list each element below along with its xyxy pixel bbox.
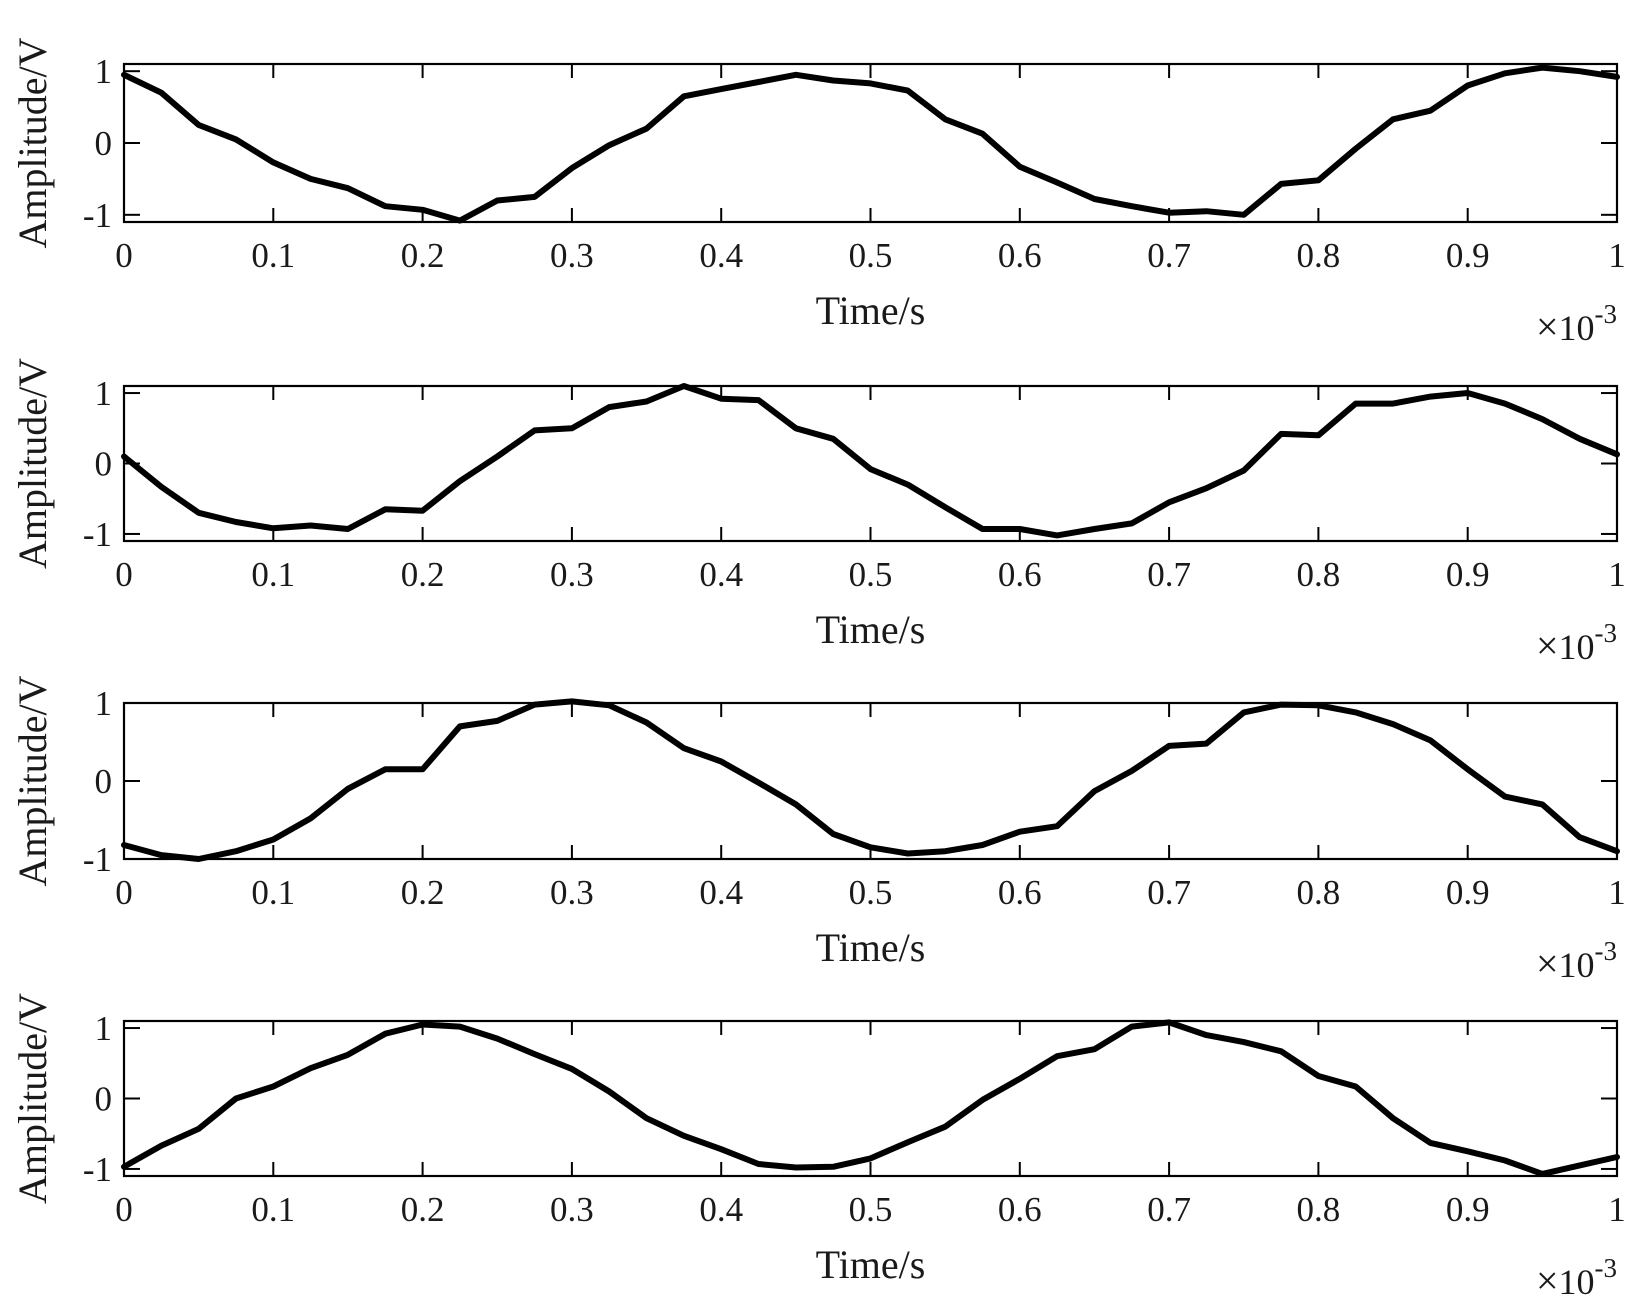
x-tick-label: 0: [115, 873, 133, 912]
x-tick-label: 0.1: [251, 236, 295, 275]
x-tick-label: 0.9: [1446, 873, 1490, 912]
x-tick-label: 0.3: [550, 236, 594, 275]
y-tick-label: -1: [83, 196, 112, 235]
x-tick-label: 0.2: [401, 1190, 445, 1229]
x-tick-label: 0.2: [401, 555, 445, 594]
x-tick-label: 0.5: [849, 555, 893, 594]
y-tick-label: 1: [95, 374, 113, 413]
x-tick-label: 0.5: [849, 236, 893, 275]
y-tick-label: -1: [83, 1150, 112, 1189]
x-axis-label: Time/s: [816, 925, 926, 970]
x-tick-label: 0.5: [849, 873, 893, 912]
x-tick-label: 0: [115, 236, 133, 275]
exponent-power: -3: [1595, 618, 1618, 648]
series-line: [121, 1019, 1620, 1177]
y-axis-label: Amplitude/V: [10, 675, 55, 886]
y-tick-label: 0: [95, 1080, 113, 1119]
x-tick-label: 0.3: [550, 873, 594, 912]
x-tick-label: 0.4: [699, 555, 743, 594]
x-tick-label: 0.4: [699, 1190, 743, 1229]
exponent-times: ×: [1536, 1258, 1559, 1303]
x-tick-label: 0.5: [849, 1190, 893, 1229]
x-tick-label: 0.7: [1147, 1190, 1191, 1229]
x-tick-label: 0.8: [1297, 1190, 1341, 1229]
x-exponent-label: ×10-3: [1536, 299, 1617, 349]
x-axis-label: Time/s: [816, 607, 926, 652]
x-tick-label: 1: [1608, 1190, 1626, 1229]
x-tick-label: 0.3: [550, 1190, 594, 1229]
x-exponent-label: ×10-3: [1536, 1253, 1617, 1303]
y-tick-label: 0: [95, 445, 113, 484]
exponent-base: 10: [1559, 308, 1595, 348]
exponent-times: ×: [1536, 623, 1559, 668]
x-exponent-label: ×10-3: [1536, 936, 1617, 986]
panel-2: 0 0.1 0.2 0.3 0.4 0.5 0.6 0.7 0.8 0.9 1-101Time/sA…: [10, 358, 1626, 668]
exponent-base: 10: [1559, 945, 1595, 985]
exponent-power: -3: [1595, 1253, 1618, 1283]
x-tick-label: 1: [1608, 555, 1626, 594]
y-axis-label: Amplitude/V: [10, 358, 55, 569]
y-tick-label: 1: [95, 684, 113, 723]
x-tick-label: 0.4: [699, 873, 743, 912]
panel-4: 0 0.1 0.2 0.3 0.4 0.5 0.6 0.7 0.8 0.9 1-101Time/sA…: [10, 993, 1626, 1303]
x-tick-label: 0.8: [1297, 236, 1341, 275]
x-tick-label: 0.6: [998, 236, 1042, 275]
x-tick-label: 1: [1608, 873, 1626, 912]
x-tick-label: 0.1: [251, 555, 295, 594]
x-tick-label: 0: [115, 555, 133, 594]
x-tick-label: 0.1: [251, 873, 295, 912]
x-axis-label: Time/s: [816, 288, 926, 333]
y-tick-label: 1: [95, 52, 113, 91]
exponent-base: 10: [1559, 1262, 1595, 1302]
y-tick-label: 0: [95, 762, 113, 801]
y-tick-label: 0: [95, 124, 113, 163]
exponent-power: -3: [1595, 936, 1618, 966]
exponent-power: -3: [1595, 299, 1618, 329]
x-tick-label: 0.1: [251, 1190, 295, 1229]
x-tick-label: 0.7: [1147, 555, 1191, 594]
y-axis-label: Amplitude/V: [10, 993, 55, 1204]
x-tick-label: 0.6: [998, 555, 1042, 594]
exponent-base: 10: [1559, 627, 1595, 667]
series-line: [121, 64, 1620, 224]
series-line: [121, 383, 1620, 539]
x-tick-label: 0.6: [998, 1190, 1042, 1229]
panel-1: 0 0.1 0.2 0.3 0.4 0.5 0.6 0.7 0.8 0.9 1-101Time/sA…: [10, 37, 1626, 349]
x-tick-label: 0.8: [1297, 873, 1341, 912]
x-tick-label: 0.7: [1147, 236, 1191, 275]
x-tick-label: 0.9: [1446, 1190, 1490, 1229]
y-axis-label: Amplitude/V: [10, 37, 55, 248]
exponent-times: ×: [1536, 304, 1559, 349]
x-tick-label: 0.4: [699, 236, 743, 275]
x-tick-label: 0.8: [1297, 555, 1341, 594]
x-exponent-label: ×10-3: [1536, 618, 1617, 668]
x-tick-label: 0.3: [550, 555, 594, 594]
x-tick-label: 0.2: [401, 873, 445, 912]
y-tick-label: -1: [83, 515, 112, 554]
x-tick-label: 0: [115, 1190, 133, 1229]
x-axis-label: Time/s: [816, 1242, 926, 1287]
x-tick-label: 1: [1608, 236, 1626, 275]
series-line: [121, 698, 1620, 862]
exponent-times: ×: [1536, 941, 1559, 986]
x-tick-label: 0.2: [401, 236, 445, 275]
x-tick-label: 0.9: [1446, 236, 1490, 275]
y-tick-label: -1: [83, 840, 112, 879]
x-tick-label: 0.6: [998, 873, 1042, 912]
y-tick-label: 1: [95, 1009, 113, 1048]
panel-3: 0 0.1 0.2 0.3 0.4 0.5 0.6 0.7 0.8 0.9 1-101Time/sA…: [10, 675, 1626, 986]
x-tick-label: 0.7: [1147, 873, 1191, 912]
x-tick-label: 0.9: [1446, 555, 1490, 594]
